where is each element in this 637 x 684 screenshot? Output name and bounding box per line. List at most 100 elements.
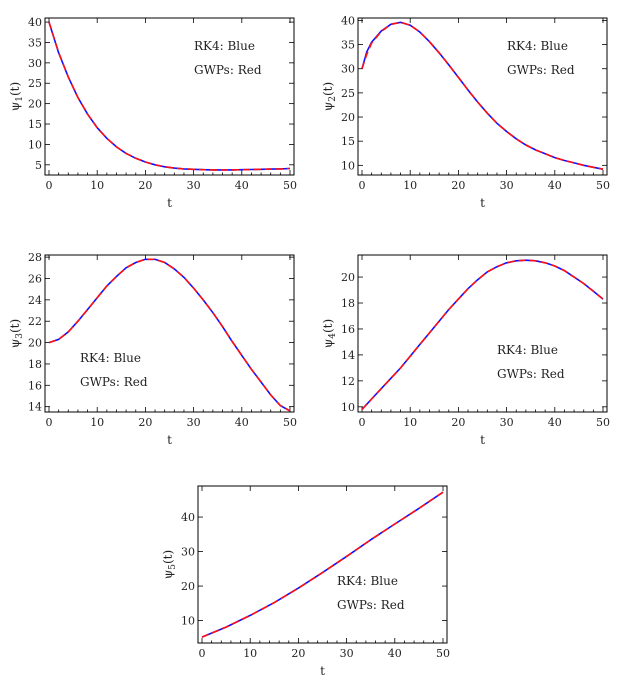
series-line-gwps: [48, 21, 291, 171]
series-line-rk4: [201, 491, 444, 638]
x-tick-label: 50: [283, 179, 297, 192]
legend-entry-2: GWPs: Red: [337, 598, 405, 612]
y-tick-label: 10: [341, 159, 355, 172]
panel-2: 0 10 20 30 40 50 10 15 20 25 30 35 40 t ψ2(t) RK4: Blue…: [321, 14, 610, 210]
y-tick-label: 20: [181, 580, 195, 593]
x-axis-label: t: [167, 196, 172, 210]
x-tick-label: 0: [46, 416, 53, 429]
y-tick-label: 24: [28, 294, 42, 307]
y-tick-label: 25: [28, 77, 42, 90]
y-tick-label: 30: [341, 63, 355, 76]
x-tick-label: 0: [359, 416, 366, 429]
series-line-rk4: [361, 259, 604, 410]
y-tick-label: 35: [28, 36, 42, 49]
x-tick-label: 10: [90, 179, 104, 192]
series-line-gwps: [361, 21, 604, 170]
y-tick-label: 30: [181, 546, 195, 559]
x-tick-label: 10: [90, 416, 104, 429]
y-tick-label: 40: [28, 16, 42, 29]
plot-frame: [44, 254, 295, 413]
y-tick-label: 30: [28, 57, 42, 70]
panel-4: 0 10 20 30 40 50 10 12 14 16 18 20 t ψ4(t) RK4: Blue GW…: [321, 254, 610, 447]
y-tick-label: 15: [28, 118, 42, 131]
y-tick-label: 28: [28, 251, 42, 264]
x-axis-label: t: [167, 433, 172, 447]
y-tick-label: 40: [341, 14, 355, 27]
x-tick-label: 20: [451, 416, 465, 429]
legend-entry-1: RK4: Blue: [80, 351, 141, 365]
y-tick-label: 40: [181, 511, 195, 524]
y-tick-label: 16: [28, 379, 42, 392]
x-tick-label: 20: [138, 179, 152, 192]
y-tick-label: 14: [341, 349, 355, 362]
y-tick-label: 15: [341, 135, 355, 148]
x-tick-label: 10: [243, 647, 257, 660]
y-tick-label: 14: [28, 401, 42, 414]
x-tick-label: 40: [548, 179, 562, 192]
x-tick-label: 10: [403, 179, 417, 192]
x-tick-label: 10: [403, 416, 417, 429]
y-tick-label: 10: [341, 401, 355, 414]
x-tick-label: 30: [500, 416, 514, 429]
y-tick-label: 5: [35, 159, 42, 172]
x-tick-label: 30: [187, 416, 201, 429]
y-axis-label-1: ψ1(t): [8, 82, 25, 111]
y-tick-label: 18: [341, 297, 355, 310]
x-tick-label: 40: [235, 179, 249, 192]
x-axis-label: t: [320, 664, 325, 678]
x-tick-label: 0: [199, 647, 206, 660]
x-tick-label: 50: [596, 179, 610, 192]
y-tick-label: 12: [341, 375, 355, 388]
x-tick-label: 50: [283, 416, 297, 429]
y-tick-label: 22: [28, 315, 42, 328]
plot-frame: [44, 17, 295, 176]
legend-entry-2: GWPs: Red: [497, 367, 565, 381]
x-axis-label: t: [480, 196, 485, 210]
y-axis-label-4: ψ4(t): [321, 319, 338, 348]
y-tick-label: 25: [341, 87, 355, 100]
legend-entry-1: RK4: Blue: [497, 343, 558, 357]
legend-entry-1: RK4: Blue: [337, 574, 398, 588]
y-tick-label: 10: [28, 138, 42, 151]
y-tick-label: 10: [181, 615, 195, 628]
legend-entry-1: RK4: Blue: [507, 39, 568, 53]
x-tick-label: 40: [388, 647, 402, 660]
y-tick-label: 18: [28, 358, 42, 371]
x-tick-label: 30: [340, 647, 354, 660]
series-line-gwps: [201, 491, 444, 638]
y-axis-label-5: ψ5(t): [161, 550, 178, 579]
y-tick-label: 20: [28, 337, 42, 350]
x-tick-label: 30: [500, 179, 514, 192]
y-axis-label-3: ψ3(t): [8, 319, 25, 348]
y-tick-label: 26: [28, 272, 42, 285]
legend-entry-2: GWPs: Red: [507, 63, 575, 77]
y-tick-label: 16: [341, 323, 355, 336]
y-axis-label-2: ψ2(t): [321, 82, 338, 111]
x-axis-label: t: [480, 433, 485, 447]
series-line-gwps: [361, 259, 604, 410]
x-tick-label: 50: [436, 647, 450, 660]
panel-5: 0 10 20 30 40 50 10 20 30 40 t ψ5(t) RK4: Blue GWPs: …: [161, 485, 450, 678]
legend-entry-2: GWPs: Red: [80, 375, 148, 389]
panel-1: 0 10 20 30 40 50 5 10 15 20 25 30 35 40 t ψ1(t) RK4: Blu…: [8, 16, 297, 210]
x-tick-label: 40: [548, 416, 562, 429]
legend-entry-1: RK4: Blue: [194, 39, 255, 53]
x-tick-label: 0: [359, 179, 366, 192]
x-tick-label: 40: [235, 416, 249, 429]
x-tick-label: 0: [46, 179, 53, 192]
panel-3: 0 10 20 30 40 50 14 16 18 20 22 24 26 28 t ψ3(t) RK4: Bl…: [8, 251, 297, 447]
x-tick-label: 50: [596, 416, 610, 429]
plot-frame: [357, 254, 608, 413]
x-tick-label: 20: [138, 416, 152, 429]
y-tick-label: 20: [28, 98, 42, 111]
y-tick-label: 20: [341, 271, 355, 284]
y-tick-label: 35: [341, 39, 355, 52]
plot-frame: [357, 17, 608, 176]
x-tick-label: 20: [451, 179, 465, 192]
series-line-gwps: [48, 258, 291, 412]
y-tick-label: 20: [341, 111, 355, 124]
plot-frame: [197, 485, 448, 644]
x-tick-label: 30: [187, 179, 201, 192]
legend-entry-2: GWPs: Red: [194, 63, 262, 77]
